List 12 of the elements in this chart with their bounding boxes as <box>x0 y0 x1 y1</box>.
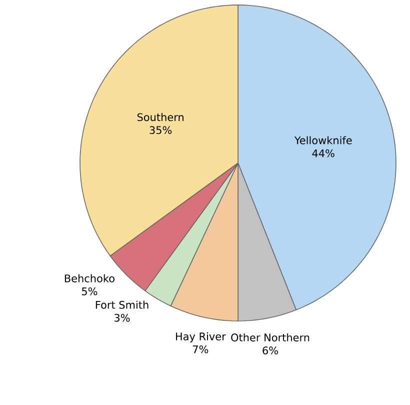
slice-label: Yellowknife <box>294 136 352 144</box>
data-label: 5% <box>82 287 98 296</box>
data-label: 44% <box>312 149 334 158</box>
slice-label: Southern <box>137 113 184 122</box>
data-label: 3% <box>114 314 130 322</box>
data-label: 7% <box>192 345 208 354</box>
data-label: 6% <box>262 346 278 354</box>
data-label: 35% <box>150 126 172 134</box>
slice-label: Other Northern <box>231 333 310 342</box>
slice-label: Fort Smith <box>96 300 148 309</box>
slice-label: Hay River <box>176 332 226 342</box>
slice-label: Behchoko <box>64 274 114 282</box>
